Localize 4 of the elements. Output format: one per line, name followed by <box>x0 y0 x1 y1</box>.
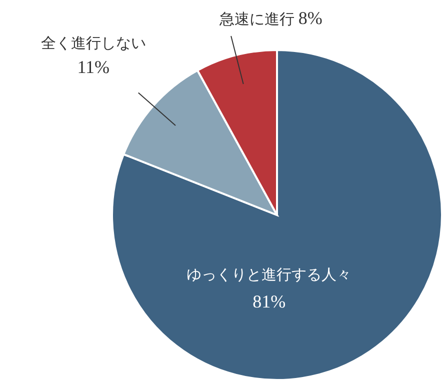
slice-label: 全く進行しない <box>40 34 146 52</box>
data-label: 8% <box>298 8 322 28</box>
data-label: 11% <box>77 56 110 77</box>
slice-label: 急速に進行 <box>220 12 295 28</box>
